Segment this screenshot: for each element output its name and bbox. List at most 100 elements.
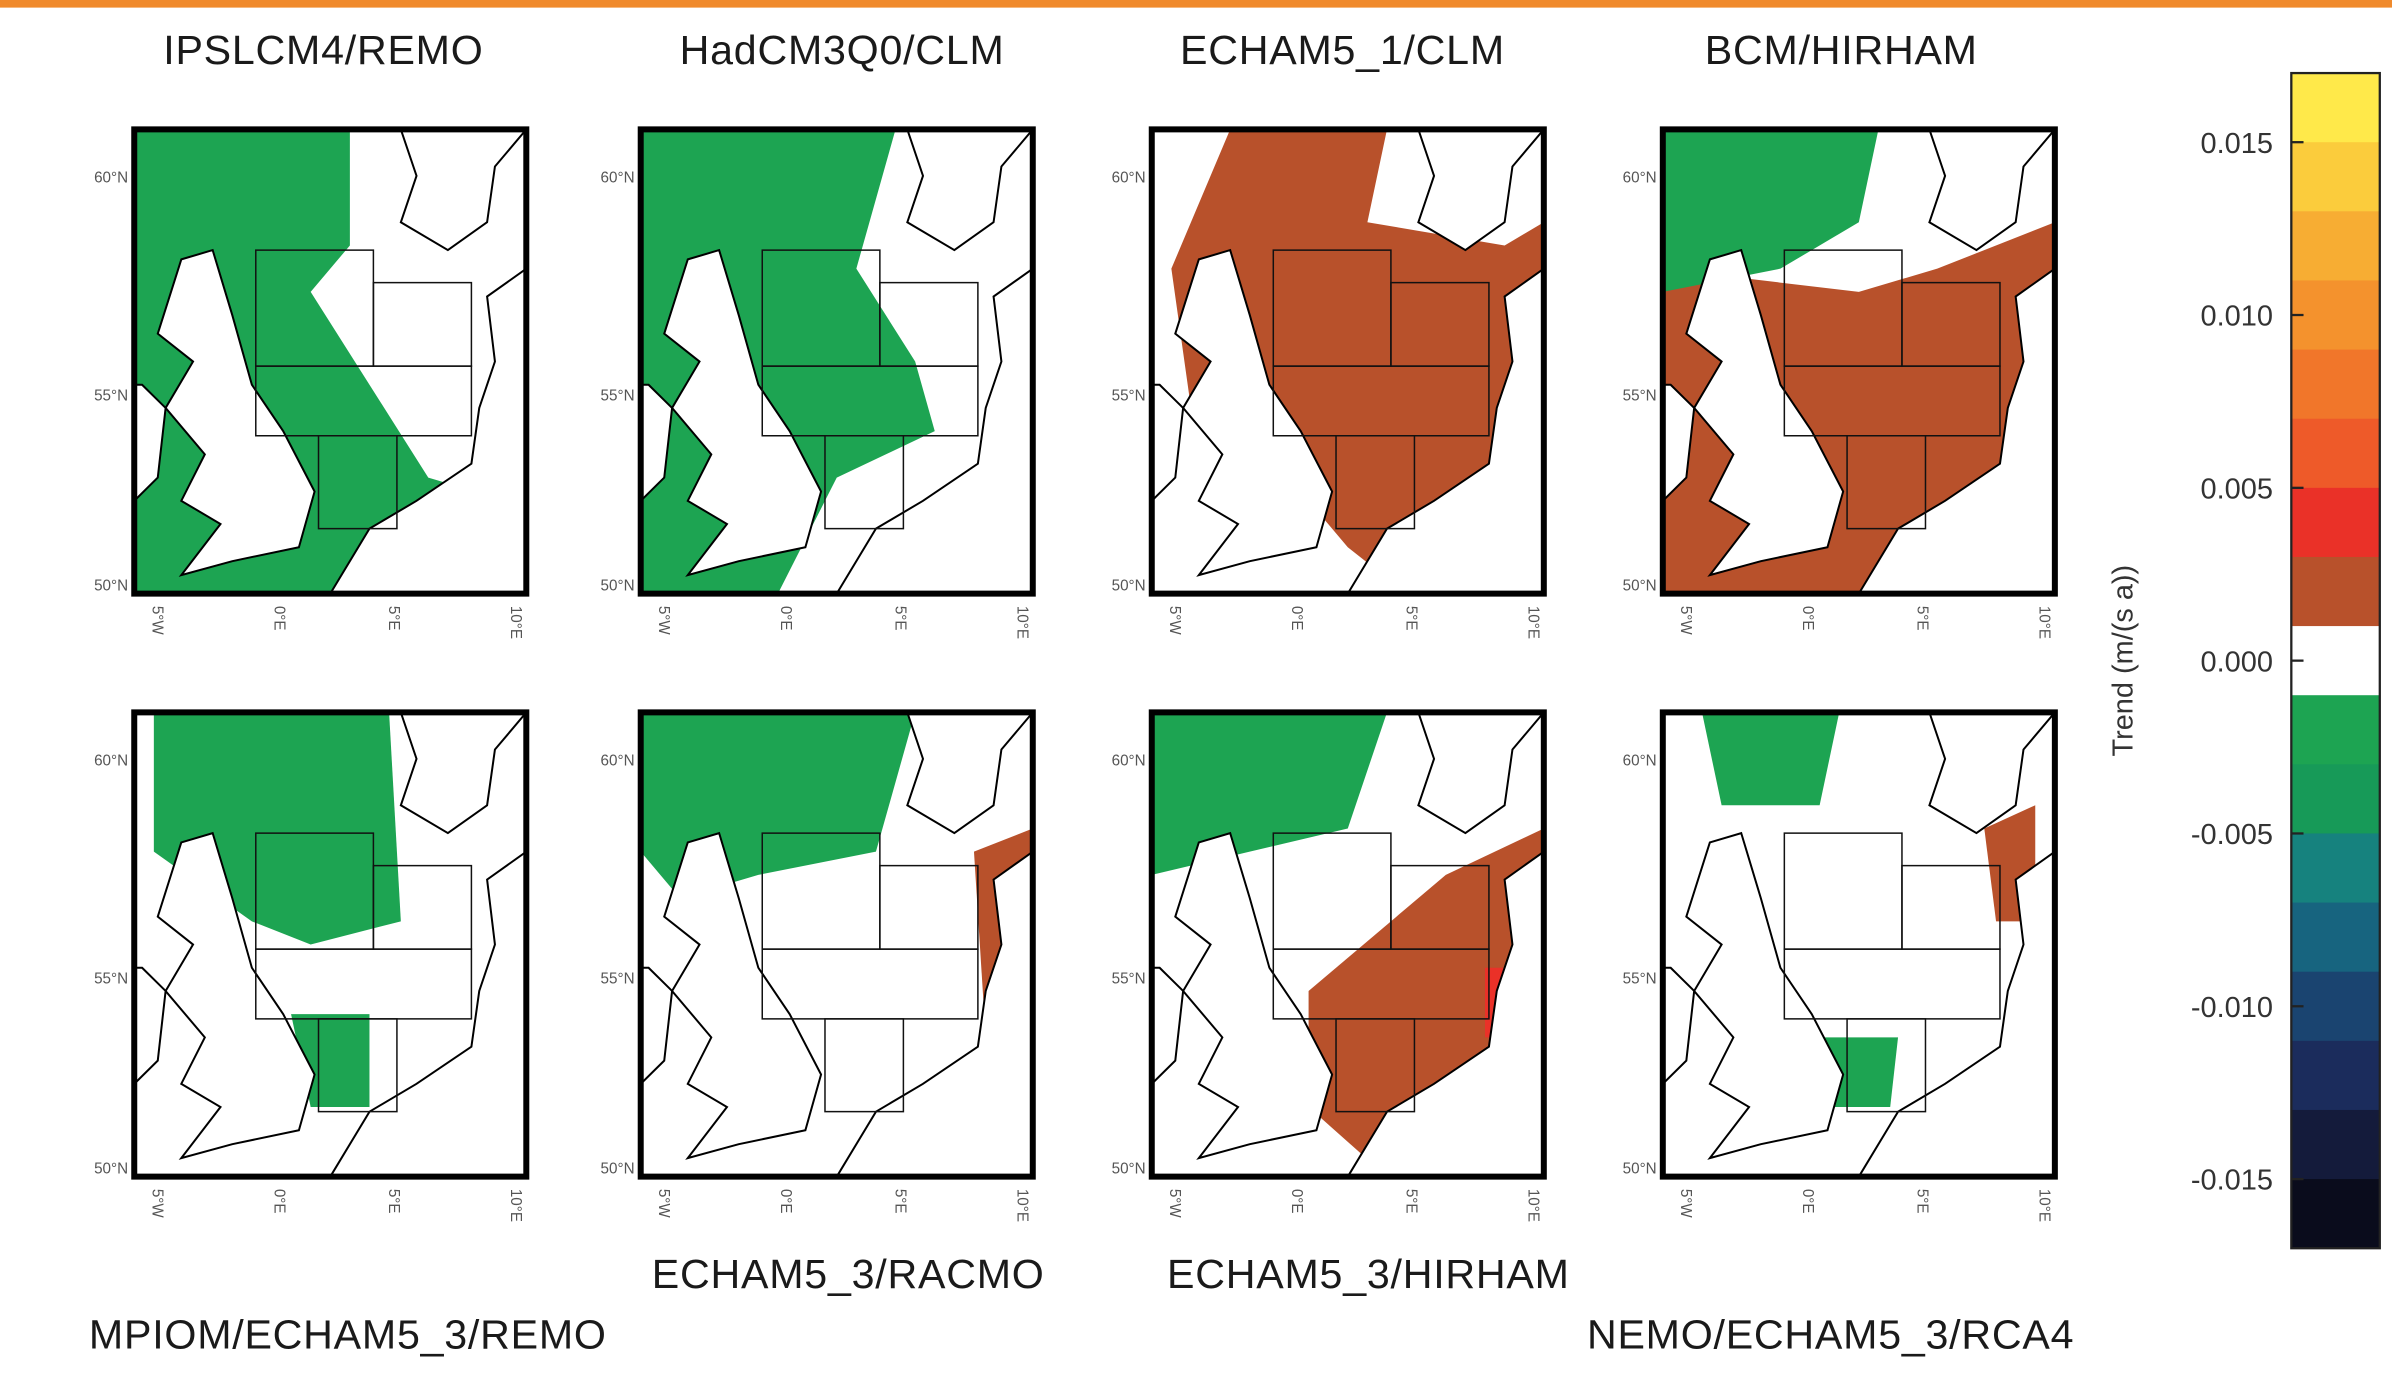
colorbar-segment: [2291, 349, 2380, 420]
map-panel: [134, 712, 526, 1176]
land: [1175, 833, 1332, 1158]
panel-title: HadCM3Q0/CLM: [680, 27, 1005, 73]
lon-label: 10°E: [507, 1189, 524, 1222]
lon-label: 10°E: [2036, 1189, 2053, 1222]
colorbar-segment: [2291, 833, 2380, 904]
sub-region: [825, 436, 903, 529]
lon-label: 5°E: [385, 606, 402, 631]
lon-label: 10°E: [1014, 606, 1031, 639]
land: [664, 833, 821, 1158]
land: [1418, 129, 1543, 250]
land: [158, 833, 315, 1158]
lon-label: 0°E: [777, 1189, 794, 1214]
map-frame: [134, 712, 526, 1176]
lon-label: 5°E: [891, 606, 908, 631]
panel-title: IPSLCM4/REMO: [163, 27, 483, 73]
lat-label: 55°N: [601, 387, 635, 404]
trend-area: [1171, 129, 1544, 594]
lat-label: 50°N: [1112, 578, 1146, 595]
lon-label: 0°E: [271, 606, 288, 631]
lat-label: 55°N: [1112, 387, 1146, 404]
colorbar-tick-label: 0.015: [2201, 128, 2274, 160]
lat-label: 55°N: [1623, 387, 1657, 404]
land: [401, 129, 526, 250]
lat-label: 50°N: [1623, 1161, 1657, 1178]
map-frame: [1663, 712, 2055, 1176]
lon-label: 10°E: [507, 606, 524, 639]
trend-area: [1151, 712, 1387, 875]
map-frame: [134, 129, 526, 593]
lon-label: 10°E: [1525, 1189, 1542, 1222]
lon-label: 5°W: [1677, 606, 1694, 636]
lon-label: 5°W: [1166, 1189, 1183, 1219]
lat-label: 55°N: [1623, 970, 1657, 987]
lat-label: 50°N: [1112, 1161, 1146, 1178]
lon-label: 5°E: [1403, 1189, 1420, 1214]
panel-title: BCM/HIRHAM: [1705, 27, 1978, 73]
colorbar-tick-label: -0.010: [2191, 992, 2273, 1024]
lon-label: 10°E: [1525, 606, 1542, 639]
colorbar-tick-label: -0.015: [2191, 1165, 2273, 1197]
map-panel: [1663, 712, 2055, 1176]
lon-label: 5°W: [655, 1189, 672, 1219]
lon-label: 0°E: [1799, 606, 1816, 631]
map-frame: [1152, 712, 1544, 1176]
lat-label: 55°N: [1112, 970, 1146, 987]
colorbar-segment: [2291, 695, 2380, 766]
lat-label: 55°N: [94, 970, 128, 987]
panel-title: ECHAM5_3/RACMO: [652, 1251, 1045, 1297]
map-frame: [641, 712, 1033, 1176]
lat-label: 60°N: [1112, 753, 1146, 770]
colorbar-segment: [2291, 556, 2380, 627]
lon-label: 0°E: [1288, 1189, 1305, 1214]
lon-label: 5°E: [1914, 606, 1931, 631]
lat-label: 50°N: [1623, 578, 1657, 595]
lat-label: 50°N: [601, 578, 635, 595]
lon-label: 0°E: [1288, 606, 1305, 631]
trend-area: [1662, 129, 1879, 292]
colorbar-segment: [2291, 764, 2380, 835]
lon-label: 5°E: [1914, 1189, 1931, 1214]
colorbar-segment: [2291, 1179, 2380, 1249]
land: [401, 712, 526, 833]
land: [907, 712, 1032, 833]
colorbar-segment: [2291, 418, 2380, 489]
lat-label: 60°N: [1623, 170, 1657, 187]
map-panel: [134, 129, 526, 593]
sub-region: [1336, 1019, 1414, 1112]
lon-label: 5°E: [385, 1189, 402, 1214]
land: [1175, 250, 1332, 575]
trend-area: [1702, 712, 1840, 806]
lat-label: 50°N: [94, 1161, 128, 1178]
colorbar-segment: [2291, 1109, 2380, 1180]
lat-label: 50°N: [601, 1161, 635, 1178]
colorbar-tick-label: -0.005: [2191, 819, 2273, 851]
sub-region: [1336, 436, 1414, 529]
land: [158, 250, 315, 575]
colorbar-segment: [2291, 626, 2380, 696]
lat-label: 60°N: [94, 170, 128, 187]
land: [907, 129, 1032, 250]
map-frame: [641, 129, 1033, 593]
lon-label: 5°W: [1677, 1189, 1694, 1219]
lat-label: 60°N: [601, 753, 635, 770]
lon-label: 5°W: [1166, 606, 1183, 636]
colorbar-segment: [2291, 902, 2380, 973]
lat-label: 50°N: [94, 578, 128, 595]
lon-label: 0°E: [271, 1189, 288, 1214]
land: [1686, 250, 1843, 575]
lat-label: 60°N: [94, 753, 128, 770]
land: [1418, 712, 1543, 833]
colorbar-tick-label: 0.005: [2201, 474, 2274, 506]
colorbar-tick-label: 0.010: [2201, 301, 2274, 333]
map-frame: [1152, 129, 1544, 593]
colorbar-segment: [2291, 971, 2380, 1042]
sub-region: [1847, 436, 1925, 529]
sub-region: [319, 1019, 397, 1112]
map-panel: [1663, 129, 2055, 593]
lon-label: 0°E: [1799, 1189, 1816, 1214]
top-bar: [0, 0, 2392, 8]
lat-label: 55°N: [601, 970, 635, 987]
